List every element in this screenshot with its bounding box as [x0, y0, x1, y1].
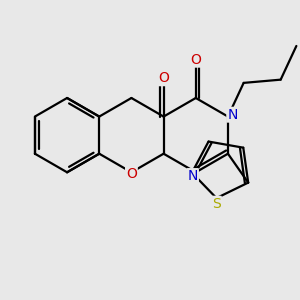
Text: O: O [126, 167, 137, 181]
Text: O: O [158, 71, 169, 85]
Text: N: N [227, 108, 238, 122]
Text: O: O [190, 53, 201, 67]
Text: S: S [212, 197, 221, 211]
Text: N: N [188, 169, 198, 183]
